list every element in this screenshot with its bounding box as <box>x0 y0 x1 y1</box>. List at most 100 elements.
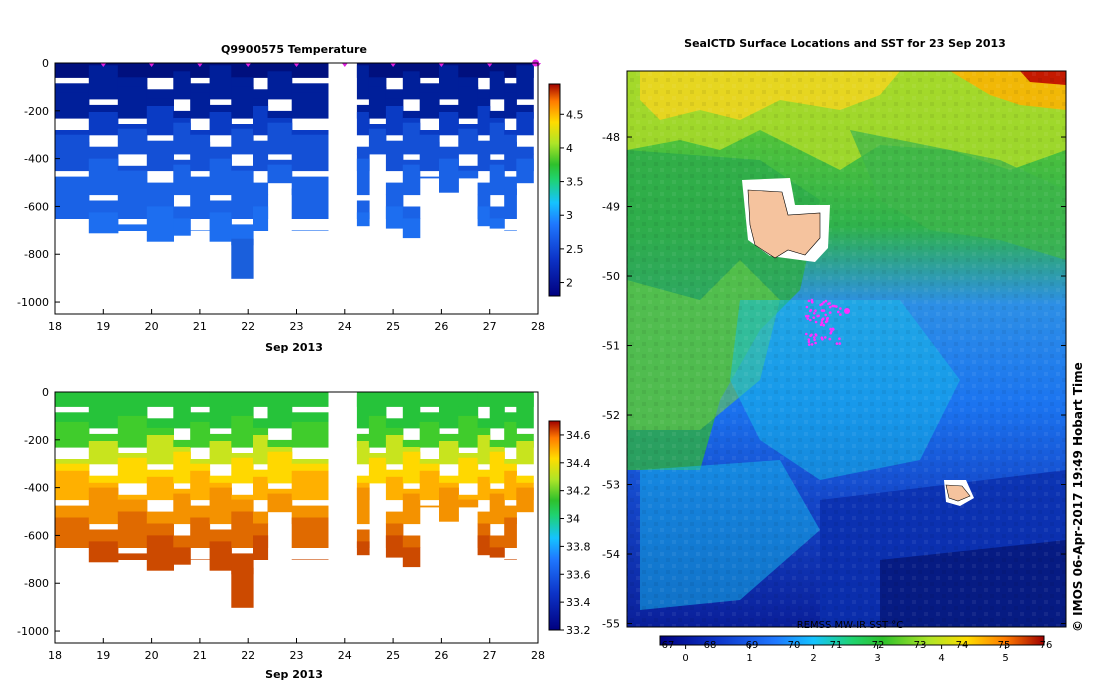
temp-section-cell <box>209 212 232 242</box>
x-tick-label: 21 <box>193 320 207 333</box>
sal-section-cell <box>458 499 479 508</box>
temp-section-cell <box>489 218 505 229</box>
sal-section-cell <box>291 421 329 448</box>
sst-colorbar-ticks: 0 1 2 3 4 5 67 68 69 70 71 72 73 74 75 76 <box>662 640 1053 664</box>
temp-section-cell <box>231 182 254 219</box>
sal-section-cell <box>209 487 232 525</box>
surface-location <box>839 313 842 316</box>
temp-section-cell <box>419 141 440 172</box>
temp-section-cell <box>385 106 404 136</box>
temp-section-cell <box>385 89 404 100</box>
surface-location <box>819 303 822 307</box>
temp-section-cell <box>504 230 517 231</box>
temp-section-cell <box>173 110 191 119</box>
temp-section-cell <box>458 63 479 78</box>
sal-section-cell <box>209 475 232 484</box>
sst-colorbar-upper-label: 74 <box>956 640 969 651</box>
surface-location <box>828 305 832 309</box>
sst-colorbar-tick-label: 2 <box>810 653 816 664</box>
surface-location <box>830 330 833 333</box>
temp-section-cell <box>190 63 211 78</box>
sal-section-cell <box>291 559 329 560</box>
temp-section-cell <box>477 106 491 136</box>
temp-section-cell <box>291 92 329 119</box>
surface-location <box>814 320 818 324</box>
sal-section-cell <box>253 535 269 560</box>
temp-section-cell <box>516 158 534 184</box>
surface-location <box>814 309 817 313</box>
sal-section-cell <box>88 475 119 484</box>
sal-section-cell <box>458 392 479 407</box>
colorbar-tick-label: 33.4 <box>566 596 591 609</box>
sal-section-cell <box>402 547 421 568</box>
temp-section-cell <box>253 206 269 231</box>
sal-section-cell <box>504 470 517 501</box>
temp-section-cell <box>516 112 534 136</box>
lat-tick-label: -54 <box>602 548 620 561</box>
x-tick-label: 22 <box>241 320 255 333</box>
sal-section-cell <box>190 392 211 407</box>
temp-section-cell <box>146 206 174 242</box>
sal-section-cell <box>253 511 269 525</box>
x-tick-label: 25 <box>386 320 400 333</box>
sal-section-cell <box>356 475 370 484</box>
surface-location <box>813 338 816 342</box>
sal-section-cell <box>253 392 269 407</box>
temp-section-cell <box>117 224 148 231</box>
sal-section-cell <box>253 435 269 465</box>
sal-section-cell <box>146 535 174 571</box>
temp-section-cell <box>231 86 254 119</box>
sal-section-cell <box>402 493 421 525</box>
x-tick-label: 20 <box>145 649 159 662</box>
temp-section-cell <box>88 112 119 136</box>
surface-location <box>837 310 840 314</box>
temp-section-cell <box>209 112 232 136</box>
temp-section-cell <box>419 92 440 119</box>
profile-marker <box>196 63 203 67</box>
surface-location <box>833 304 836 308</box>
sal-section-cell <box>516 487 534 513</box>
sal-section-cell <box>231 511 254 548</box>
surface-location <box>810 298 814 302</box>
sal-section-cell <box>291 459 329 465</box>
sal-section-cell <box>117 494 148 501</box>
sal-section-cell <box>146 476 174 501</box>
sal-section-cell <box>55 517 90 548</box>
temp-section-cell <box>231 63 254 78</box>
x-tick-label: 18 <box>48 320 62 333</box>
profile-marker <box>148 63 155 67</box>
sal-section-cell <box>267 493 293 513</box>
colorbar-tick-label: 3.5 <box>566 176 584 189</box>
temp-section-cell <box>55 92 90 119</box>
sal-section-cell <box>117 415 148 448</box>
sal-section-cell <box>55 392 90 407</box>
sal-section-cell <box>146 511 174 525</box>
profile-marker <box>341 63 348 67</box>
temp-section-cell <box>253 106 269 136</box>
temp-section-cell <box>489 164 505 196</box>
surface-location <box>835 342 839 345</box>
sal-section-cell <box>173 535 191 548</box>
sal-section-cell <box>385 476 404 501</box>
x-tick-label: 24 <box>338 649 352 662</box>
sst-field <box>627 71 1066 627</box>
colorbar-tick-label: 34.6 <box>566 429 591 442</box>
sal-section-cell <box>489 400 505 429</box>
sst-colorbar <box>659 635 1045 646</box>
sal-section-cell <box>439 475 459 484</box>
sst-colorbar-upper-label: 75 <box>998 640 1011 651</box>
sst-colorbar-tick-label: 4 <box>938 653 944 664</box>
temperature-colorbar-ticks: 2 2.5 3 3.5 4 4.5 <box>560 108 584 290</box>
sal-section-cell <box>419 470 440 501</box>
sal-section-cell <box>489 547 505 558</box>
surface-location <box>805 332 808 336</box>
sal-section-cell <box>117 457 148 484</box>
x-tick-label: 28 <box>531 320 545 333</box>
surface-location <box>829 327 832 331</box>
temp-section-cell <box>146 182 174 196</box>
sal-section-cell <box>173 493 191 525</box>
sal-section-cell <box>190 459 211 465</box>
sal-section-cell <box>231 392 254 407</box>
surface-location <box>807 343 811 346</box>
surface-location <box>824 299 828 303</box>
